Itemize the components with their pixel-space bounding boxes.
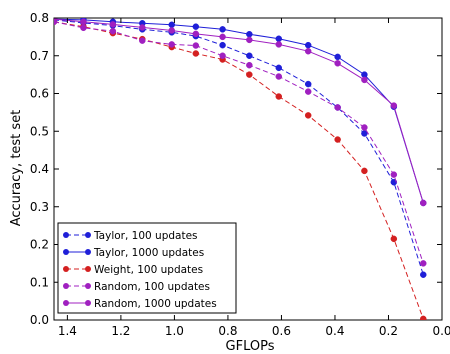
data-point <box>219 33 226 41</box>
legend-marker <box>63 266 69 272</box>
x-tick-label: 0.8 <box>218 324 237 338</box>
data-point <box>361 76 368 84</box>
data-point <box>420 199 427 207</box>
data-point <box>80 24 87 32</box>
data-point <box>192 50 200 57</box>
legend-marker <box>63 232 69 238</box>
data-point <box>246 52 253 59</box>
legend-marker <box>63 283 69 289</box>
legend-entry: Random, 100 updates <box>63 281 210 293</box>
y-tick-label: 0.7 <box>30 49 49 63</box>
y-tick-label: 0.2 <box>30 238 49 252</box>
data-point <box>334 60 341 67</box>
data-point <box>420 260 427 267</box>
data-point <box>109 21 117 28</box>
legend-marker <box>63 300 69 306</box>
data-point <box>139 37 146 44</box>
y-tick-label: 0.5 <box>30 124 49 138</box>
legend-label: Random, 100 updates <box>94 281 210 293</box>
legend-label: Weight, 100 updates <box>94 264 203 276</box>
x-axis-label: GFLOPs <box>226 339 275 354</box>
data-point <box>361 167 368 175</box>
x-tick-label: 1.0 <box>165 324 184 338</box>
y-tick-label: 0.6 <box>30 87 49 101</box>
y-tick-label: 0.8 <box>30 11 49 25</box>
data-point <box>168 41 175 48</box>
legend-marker <box>85 266 91 272</box>
legend-marker <box>85 232 91 238</box>
data-point <box>192 23 200 30</box>
data-point <box>192 42 200 49</box>
legend: Taylor, 100 updates Taylor, 1000 updates W… <box>57 222 237 314</box>
legend-label: Random, 1000 updates <box>94 298 217 310</box>
data-point <box>109 27 117 35</box>
y-tick-label: 0.3 <box>30 200 49 214</box>
data-point <box>80 18 87 26</box>
legend-marker <box>63 249 69 255</box>
data-point <box>275 64 283 72</box>
x-tick-label: 1.4 <box>58 324 77 338</box>
series-line <box>54 18 424 204</box>
data-point <box>246 71 253 78</box>
data-point <box>219 41 226 49</box>
data-point <box>275 73 283 80</box>
legend-marker <box>85 300 91 306</box>
data-point <box>192 30 200 38</box>
data-point <box>219 52 226 59</box>
data-point <box>246 30 253 38</box>
data-point <box>390 235 398 243</box>
data-point <box>275 35 283 43</box>
data-point <box>139 24 146 31</box>
legend-label: Taylor, 100 updates <box>93 230 198 242</box>
data-point <box>168 27 175 34</box>
data-point <box>334 104 341 111</box>
legend-entry: Taylor, 1000 updates <box>63 247 204 259</box>
data-point <box>168 21 175 29</box>
x-tick-label: 1.2 <box>111 324 130 338</box>
x-tick-label: 0.4 <box>325 324 344 338</box>
data-point <box>304 88 312 95</box>
data-point <box>246 61 253 69</box>
data-point <box>54 18 58 23</box>
y-tick-label: 0.0 <box>30 313 49 327</box>
legend-entry: Taylor, 100 updates <box>63 230 198 242</box>
data-point <box>420 271 427 278</box>
data-point <box>304 112 312 119</box>
x-tick-label: 0.6 <box>272 324 291 338</box>
series-line <box>54 19 424 275</box>
data-point <box>361 124 368 131</box>
y-tick-label: 0.4 <box>30 162 49 176</box>
y-axis-label: Accuracy, test set <box>9 110 24 227</box>
series-3 <box>54 18 427 267</box>
y-axis: 0.0 0.1 0.2 0.3 0.4 0.5 0.6 0.7 0.8 <box>30 11 442 327</box>
data-point <box>334 136 341 143</box>
data-point <box>304 41 312 49</box>
data-point <box>246 36 253 44</box>
data-point <box>275 93 283 100</box>
legend-marker <box>85 249 91 255</box>
data-point <box>334 53 341 61</box>
y-tick-label: 0.1 <box>30 275 49 289</box>
series-2 <box>54 18 427 320</box>
series-line <box>54 21 424 264</box>
legend-label: Taylor, 1000 updates <box>93 247 204 259</box>
legend-marker <box>85 283 91 289</box>
series-line <box>54 21 424 320</box>
data-point <box>304 47 312 55</box>
series-line <box>54 18 424 204</box>
data-point <box>390 171 398 178</box>
legend-entry: Weight, 100 updates <box>63 264 203 276</box>
data-point <box>420 315 427 320</box>
data-point <box>275 41 283 48</box>
data-point <box>304 80 312 88</box>
data-point <box>219 26 226 33</box>
x-tick-label: 0.0 <box>432 324 450 338</box>
x-tick-label: 0.2 <box>379 324 398 338</box>
x-axis: 1.4 1.2 1.0 0.8 0.6 0.4 0.2 0.0 <box>58 18 450 338</box>
series-4 <box>54 18 427 207</box>
data-point <box>390 102 398 109</box>
legend-entry: Random, 1000 updates <box>63 298 217 310</box>
